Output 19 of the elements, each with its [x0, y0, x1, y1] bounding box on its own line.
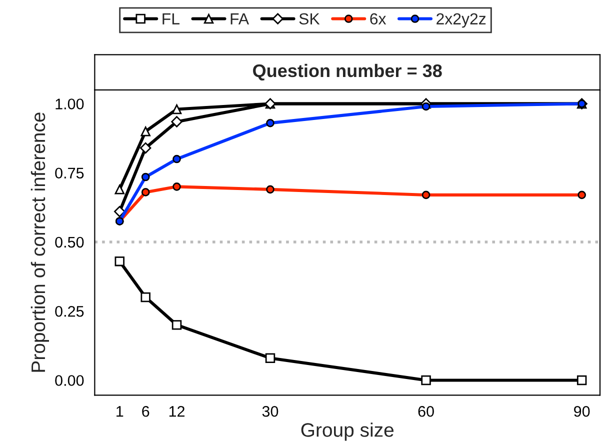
y-tick-label: 0.00	[55, 375, 84, 386]
x-tick-label: 90	[574, 406, 590, 417]
x-tick-label: 60	[418, 406, 434, 417]
chart-title: Question number = 38	[253, 64, 442, 81]
legend-label: FL	[162, 13, 180, 24]
legend-label: 2x2y2z	[436, 13, 486, 28]
legend-label: FA	[230, 13, 250, 24]
x-tick-label: 30	[262, 406, 278, 417]
y-tick-label: 0.25	[55, 306, 84, 317]
y-tick-label: 1.00	[56, 98, 84, 110]
legend-label: SK	[299, 13, 320, 25]
y-axis-title: Proportion of correct inference	[30, 112, 49, 372]
x-tick-label: 1	[116, 406, 124, 417]
x-tick-label: 12	[169, 406, 184, 417]
x-tick-label: 6	[142, 406, 150, 417]
y-tick-label: 0.75	[55, 168, 84, 179]
x-axis-title: Group size	[301, 422, 394, 441]
legend-label: 6x	[370, 13, 386, 25]
y-tick-label: 0.50	[55, 236, 84, 248]
